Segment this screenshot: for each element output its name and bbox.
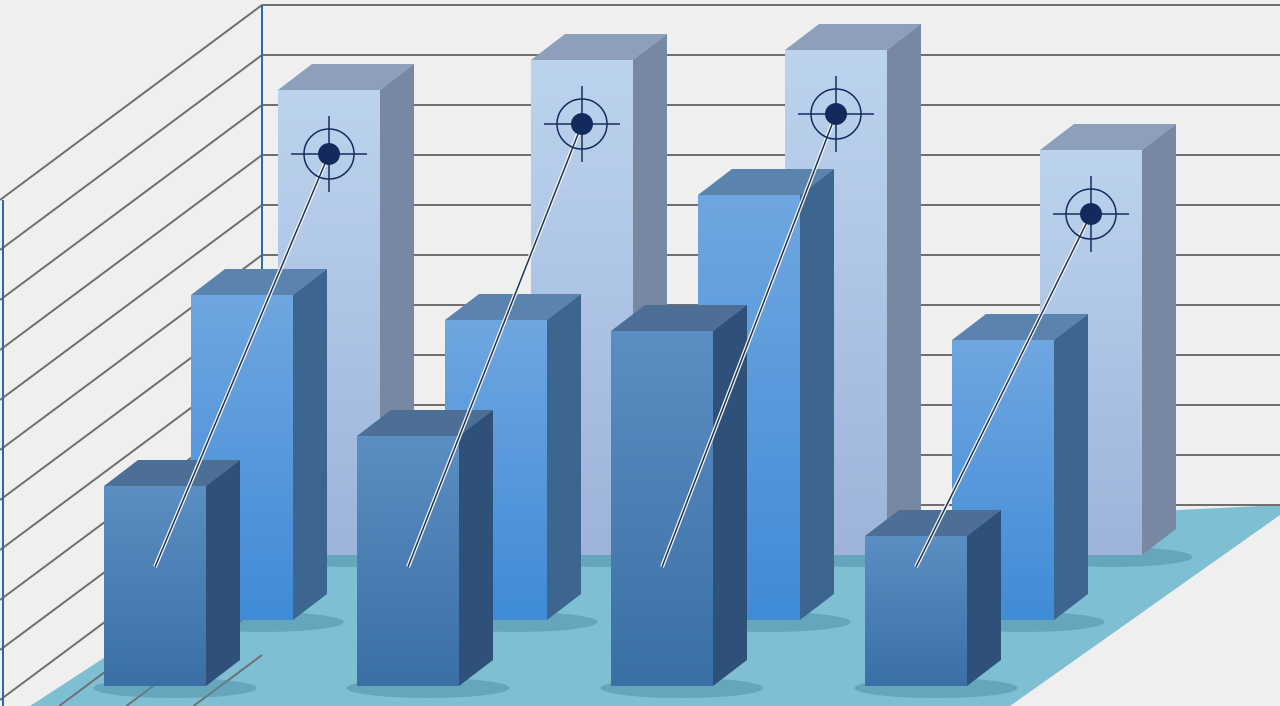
crosshair-target-icon xyxy=(544,86,620,162)
bar-side xyxy=(206,460,240,686)
bar-top xyxy=(611,305,747,331)
side-gridline xyxy=(0,54,263,251)
bar xyxy=(346,410,510,698)
bar-top xyxy=(531,34,667,60)
bar xyxy=(600,305,764,698)
bar-top xyxy=(445,294,581,320)
bar-side xyxy=(547,294,581,620)
bar-top xyxy=(104,460,240,486)
bar-top xyxy=(952,314,1088,340)
bar-top xyxy=(278,64,414,90)
bar-top xyxy=(785,24,921,50)
leader-line xyxy=(407,123,583,568)
leader-line xyxy=(915,213,1092,568)
bar-front xyxy=(865,536,967,686)
bar-side xyxy=(887,24,921,555)
bar-top xyxy=(357,410,493,436)
bar-side xyxy=(1054,314,1088,620)
bar xyxy=(93,460,257,698)
bar-side xyxy=(293,269,327,620)
bar-top xyxy=(865,510,1001,536)
bar xyxy=(854,510,1018,698)
leader-line xyxy=(154,153,330,568)
bar-side xyxy=(459,410,493,686)
bar xyxy=(687,169,851,632)
crosshair-target-icon xyxy=(291,116,367,192)
crosshair-target-icon xyxy=(1053,176,1129,252)
bar-side xyxy=(1142,124,1176,555)
side-gridline xyxy=(0,204,263,401)
bar-side xyxy=(713,305,747,686)
bar-top xyxy=(698,169,834,195)
bar-side xyxy=(967,510,1001,686)
bar-top xyxy=(1040,124,1176,150)
bar-side xyxy=(800,169,834,620)
bar-front xyxy=(104,486,206,686)
bar-top xyxy=(191,269,327,295)
bar-front xyxy=(611,331,713,686)
target-markers xyxy=(153,76,1129,568)
leader-line xyxy=(661,113,837,568)
side-gridline xyxy=(0,154,263,351)
side-gridline xyxy=(0,104,263,301)
side-gridline xyxy=(0,4,263,201)
crosshair-target-icon xyxy=(798,76,874,152)
bar xyxy=(180,269,344,632)
